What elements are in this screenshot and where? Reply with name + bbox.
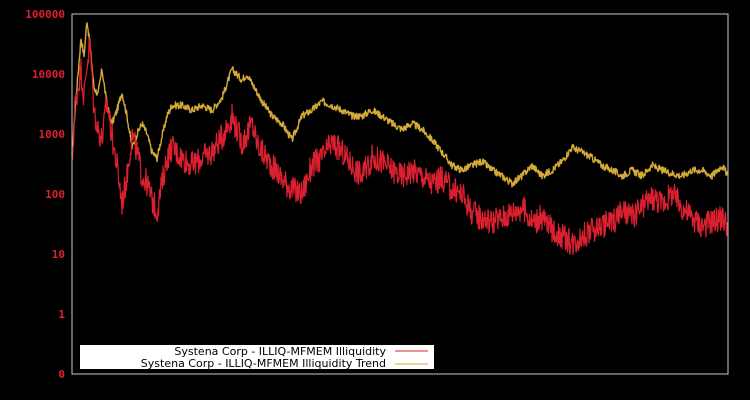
y-tick-label: 10 xyxy=(52,248,65,261)
legend-label-trend: Systena Corp - ILLIQ-MFMEM Illiquidity T… xyxy=(141,357,386,370)
legend-label-illiquidity: Systena Corp - ILLIQ-MFMEM Illiquidity xyxy=(174,345,386,358)
y-tick-label: 1 xyxy=(58,308,65,321)
plot-series xyxy=(71,22,729,256)
plot-frame xyxy=(71,13,729,375)
y-tick-label: 1000 xyxy=(39,128,66,141)
y-tick-label: 100000 xyxy=(25,8,65,21)
y-tick-label: 100 xyxy=(45,188,65,201)
legend: Systena Corp - ILLIQ-MFMEM Illiquidity S… xyxy=(80,345,434,370)
y-tick-label: 10000 xyxy=(32,68,65,81)
series-illiquidity-line xyxy=(71,37,729,256)
legend-box xyxy=(80,345,434,369)
y-tick-label: 0 xyxy=(58,368,65,381)
series-trend-line xyxy=(71,22,729,188)
